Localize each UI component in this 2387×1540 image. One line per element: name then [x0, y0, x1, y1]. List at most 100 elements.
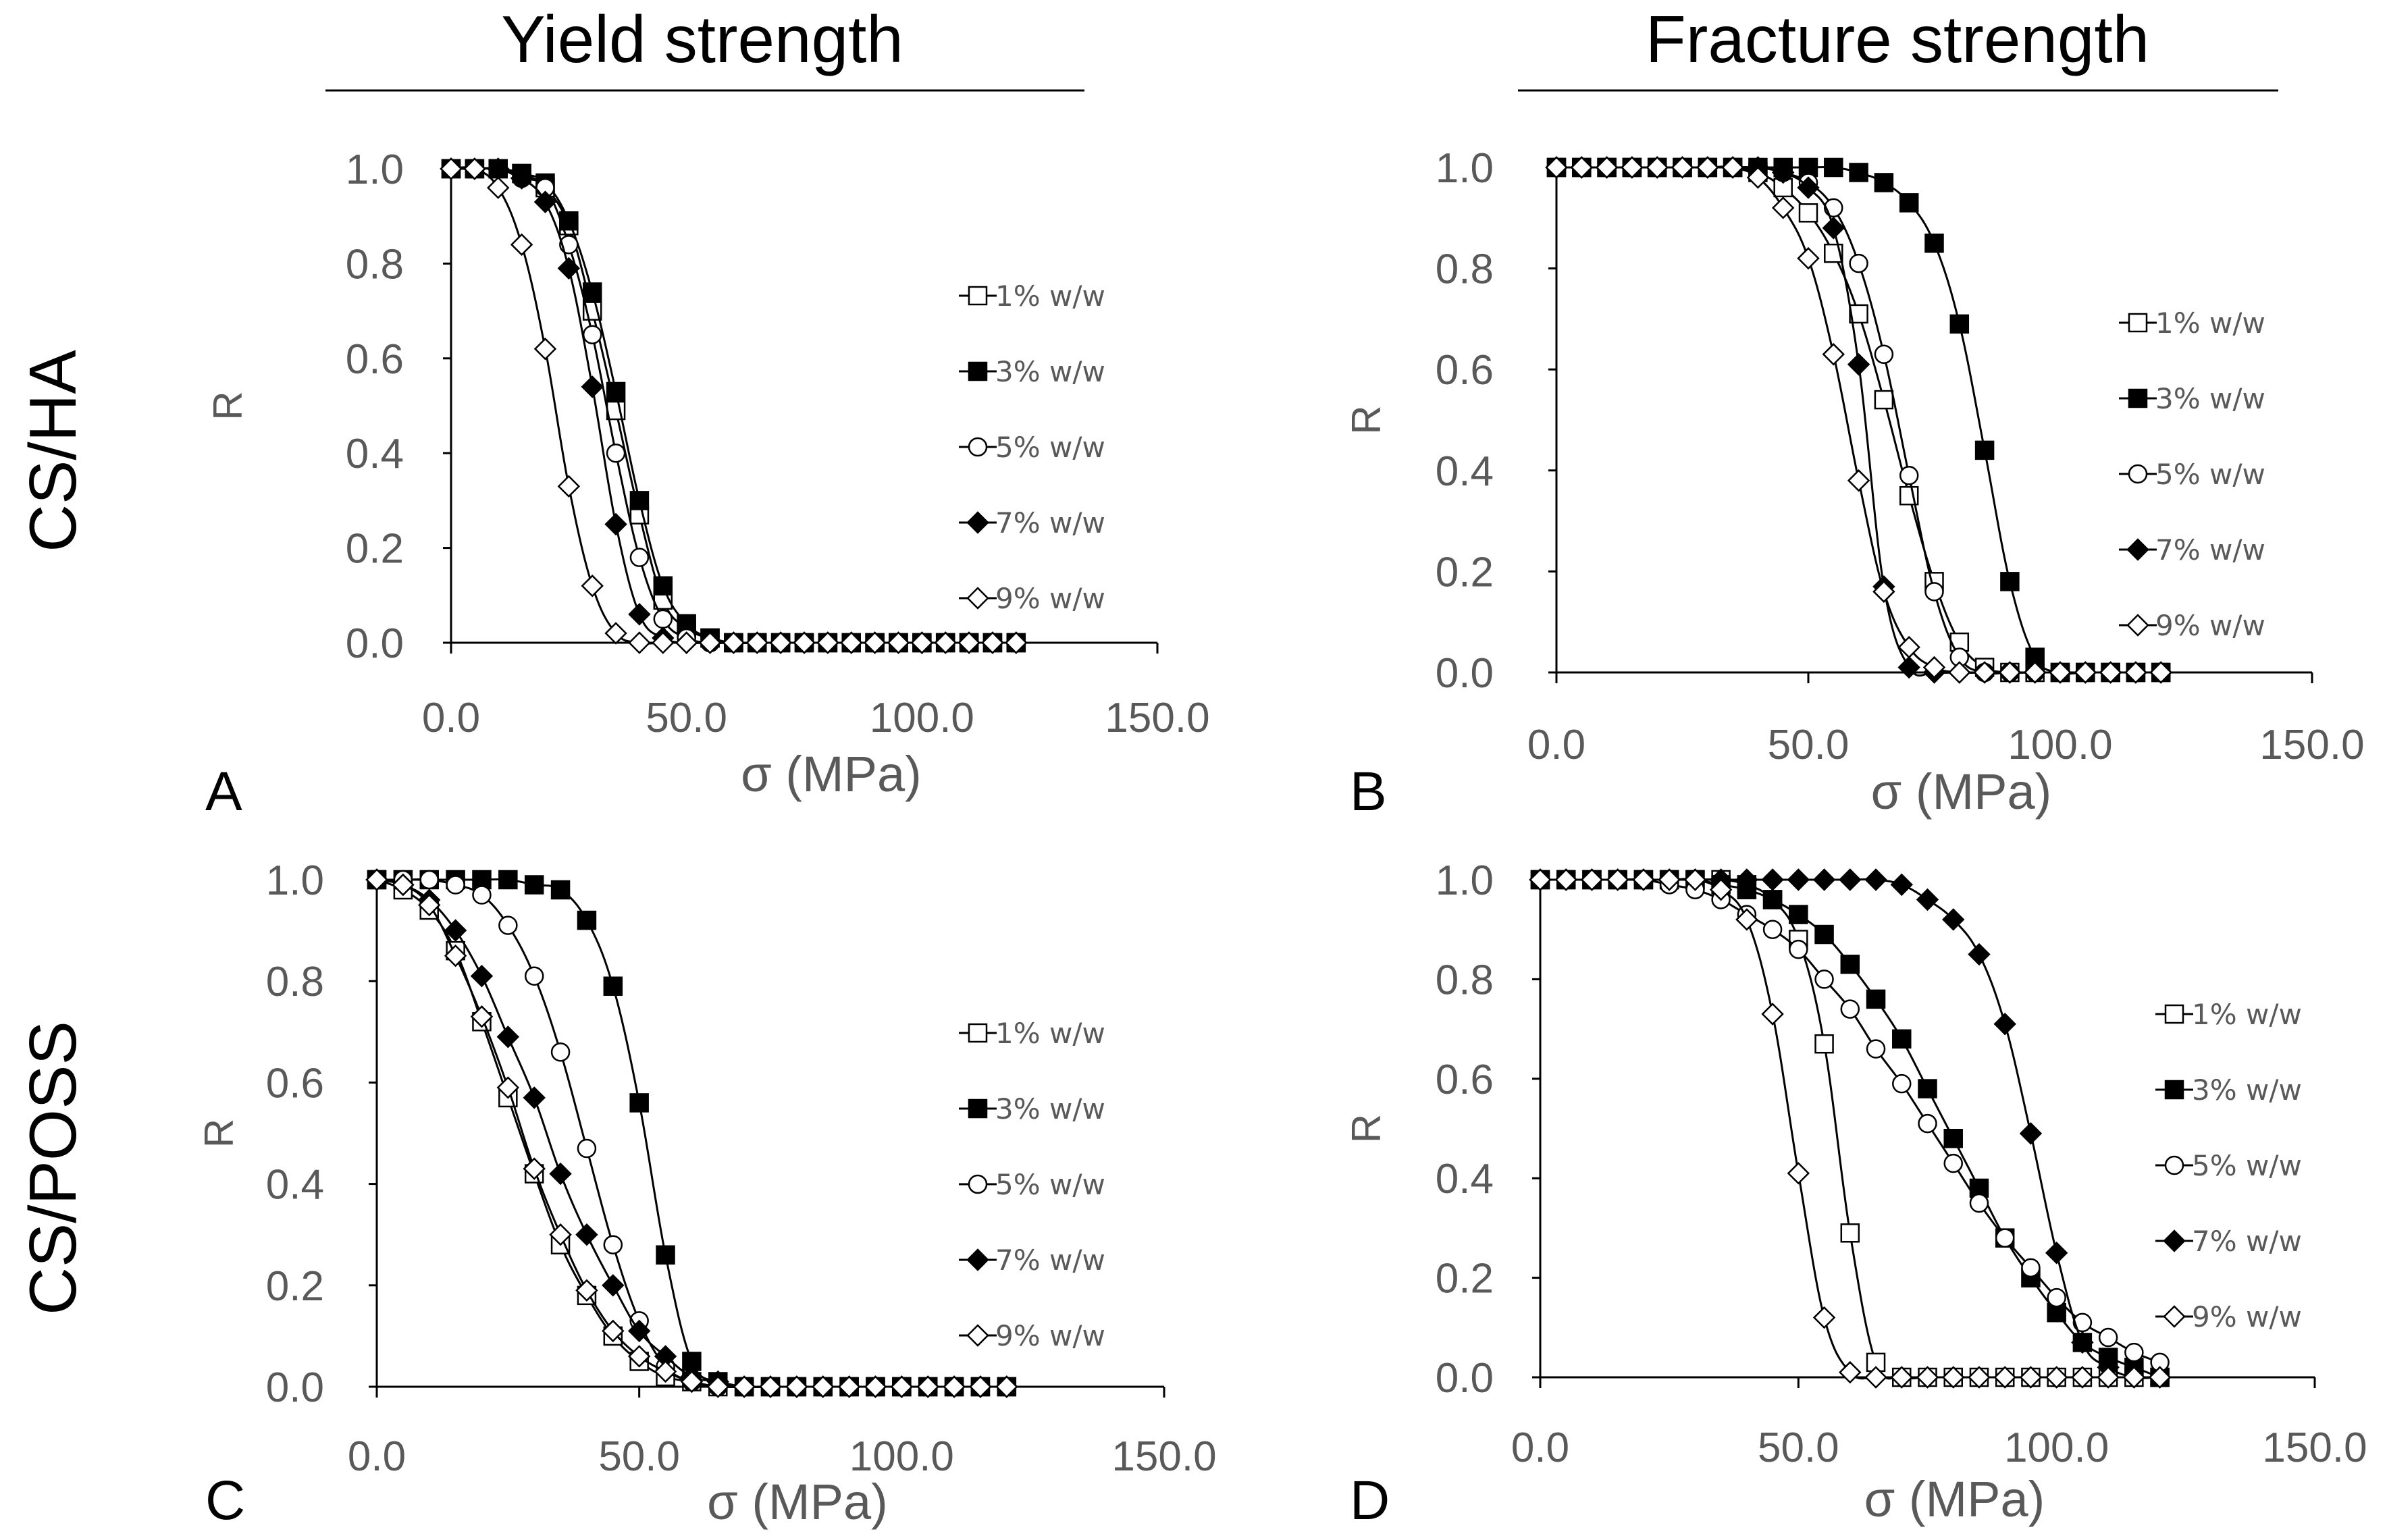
- series-line-2: [1556, 165, 2161, 675]
- data-point: [1924, 582, 1944, 602]
- data-point: [1840, 955, 1860, 974]
- data-point: [2124, 661, 2147, 684]
- data-point: [2098, 1327, 2118, 1348]
- y-axis-label: R: [196, 1119, 242, 1148]
- data-point: [1595, 156, 1619, 179]
- data-point: [706, 1375, 729, 1398]
- legend-marker: [968, 1023, 988, 1043]
- data-point: [444, 944, 467, 967]
- data-point: [1899, 466, 1919, 485]
- data-point: [533, 190, 557, 213]
- data-point: [1746, 166, 1770, 189]
- legend-label: 5% w/w: [2192, 1149, 2302, 1182]
- y-tick-label: 0.6: [1436, 1057, 1494, 1103]
- y-tick-label: 0.8: [346, 241, 404, 288]
- data-point: [628, 631, 651, 654]
- data-point: [840, 631, 863, 654]
- data-point: [629, 548, 650, 567]
- data-point: [654, 1360, 677, 1383]
- data-point: [1949, 314, 1970, 334]
- data-point: [2122, 1366, 2146, 1389]
- data-point: [1866, 1039, 1886, 1059]
- data-point: [2099, 661, 2122, 684]
- data-point: [582, 325, 602, 344]
- legend-label: 7% w/w: [995, 506, 1105, 539]
- legend-label: 1% w/w: [995, 280, 1105, 313]
- data-point: [1822, 343, 1845, 366]
- data-point: [550, 880, 571, 900]
- data-point: [470, 1005, 494, 1028]
- data-point: [606, 443, 626, 463]
- data-point: [1570, 156, 1594, 179]
- data-point: [1761, 1003, 1784, 1026]
- series-line-1: [450, 167, 1016, 645]
- panel-label: A: [205, 761, 242, 822]
- data-point: [1918, 1113, 1937, 1134]
- data-point: [470, 964, 494, 988]
- data-point: [1735, 868, 1758, 891]
- series-line-5: [1556, 165, 2161, 674]
- data-point: [2000, 572, 2020, 591]
- x-tick-label: 150.0: [1111, 1433, 1216, 1480]
- x-tick-label: 0.0: [1527, 722, 1585, 768]
- chart-panel-c: 0.0 50.0 100.0 150.0 0.0 0.2 0.4 0.6 0.8 1.0 Rσ (M…: [196, 857, 1217, 1531]
- data-point: [682, 1352, 702, 1371]
- data-point: [1671, 156, 1694, 179]
- data-point: [1787, 868, 1810, 891]
- y-tick-label: 0.4: [266, 1162, 324, 1209]
- data-point: [1942, 1366, 1965, 1389]
- data-point: [557, 257, 581, 280]
- data-point: [1899, 193, 1919, 213]
- data-point: [1812, 868, 1836, 891]
- legend-marker: [968, 1098, 988, 1119]
- data-point: [496, 1026, 520, 1048]
- legend-marker: [2126, 614, 2149, 637]
- data-point: [1709, 878, 1733, 901]
- chart-panel-d: 0.0 50.0 100.0 150.0 0.0 0.2 0.4 0.6 0.8 1.0 Rσ (M…: [1344, 857, 2367, 1531]
- data-point: [1529, 868, 1552, 891]
- y-tick-label: 1.0: [1436, 857, 1494, 904]
- legend-marker: [2164, 1004, 2184, 1024]
- data-point: [995, 1375, 1018, 1398]
- data-point: [2074, 661, 2097, 684]
- data-point: [1812, 1306, 1836, 1329]
- data-point: [440, 157, 463, 180]
- data-point: [1872, 580, 1895, 604]
- data-point: [1545, 156, 1568, 179]
- data-point: [1824, 157, 1843, 178]
- data-point: [444, 919, 467, 942]
- row-label-cs-poss: CS/POSS: [16, 1021, 90, 1315]
- legend-marker: [2126, 538, 2149, 561]
- data-point: [1797, 246, 1820, 270]
- data-point: [2019, 1122, 2043, 1145]
- data-point: [1993, 1013, 2016, 1036]
- data-point: [2045, 1366, 2068, 1389]
- x-axis-label: σ (MPa): [741, 746, 922, 802]
- y-axis-label: R: [1344, 1114, 1389, 1143]
- legend-label: 5% w/w: [995, 431, 1105, 464]
- data-point: [1771, 161, 1795, 184]
- data-point: [887, 631, 910, 654]
- legend-label: 5% w/w: [995, 1168, 1105, 1201]
- data-point: [498, 915, 518, 935]
- y-axis-label: R: [205, 391, 251, 420]
- data-point: [1814, 1034, 1834, 1054]
- legend-marker: [2163, 1229, 2186, 1252]
- x-tick-label: 50.0: [646, 695, 727, 741]
- data-point: [577, 910, 597, 930]
- data-point: [463, 157, 486, 180]
- data-point: [1968, 942, 1991, 966]
- data-point: [629, 491, 650, 510]
- legend-marker: [966, 587, 989, 610]
- x-axis-label: σ (MPa): [1864, 1471, 2045, 1527]
- data-point: [969, 1375, 992, 1398]
- x-axis-label: σ (MPa): [1871, 764, 2052, 820]
- x-tick-label: 100.0: [2004, 1425, 2109, 1471]
- data-point: [864, 1375, 887, 1398]
- data-point: [1683, 868, 1707, 891]
- data-point: [1973, 661, 1996, 684]
- data-point: [603, 1235, 623, 1254]
- data-point: [419, 870, 439, 890]
- data-point: [1864, 1366, 1887, 1389]
- data-point: [1942, 908, 1965, 931]
